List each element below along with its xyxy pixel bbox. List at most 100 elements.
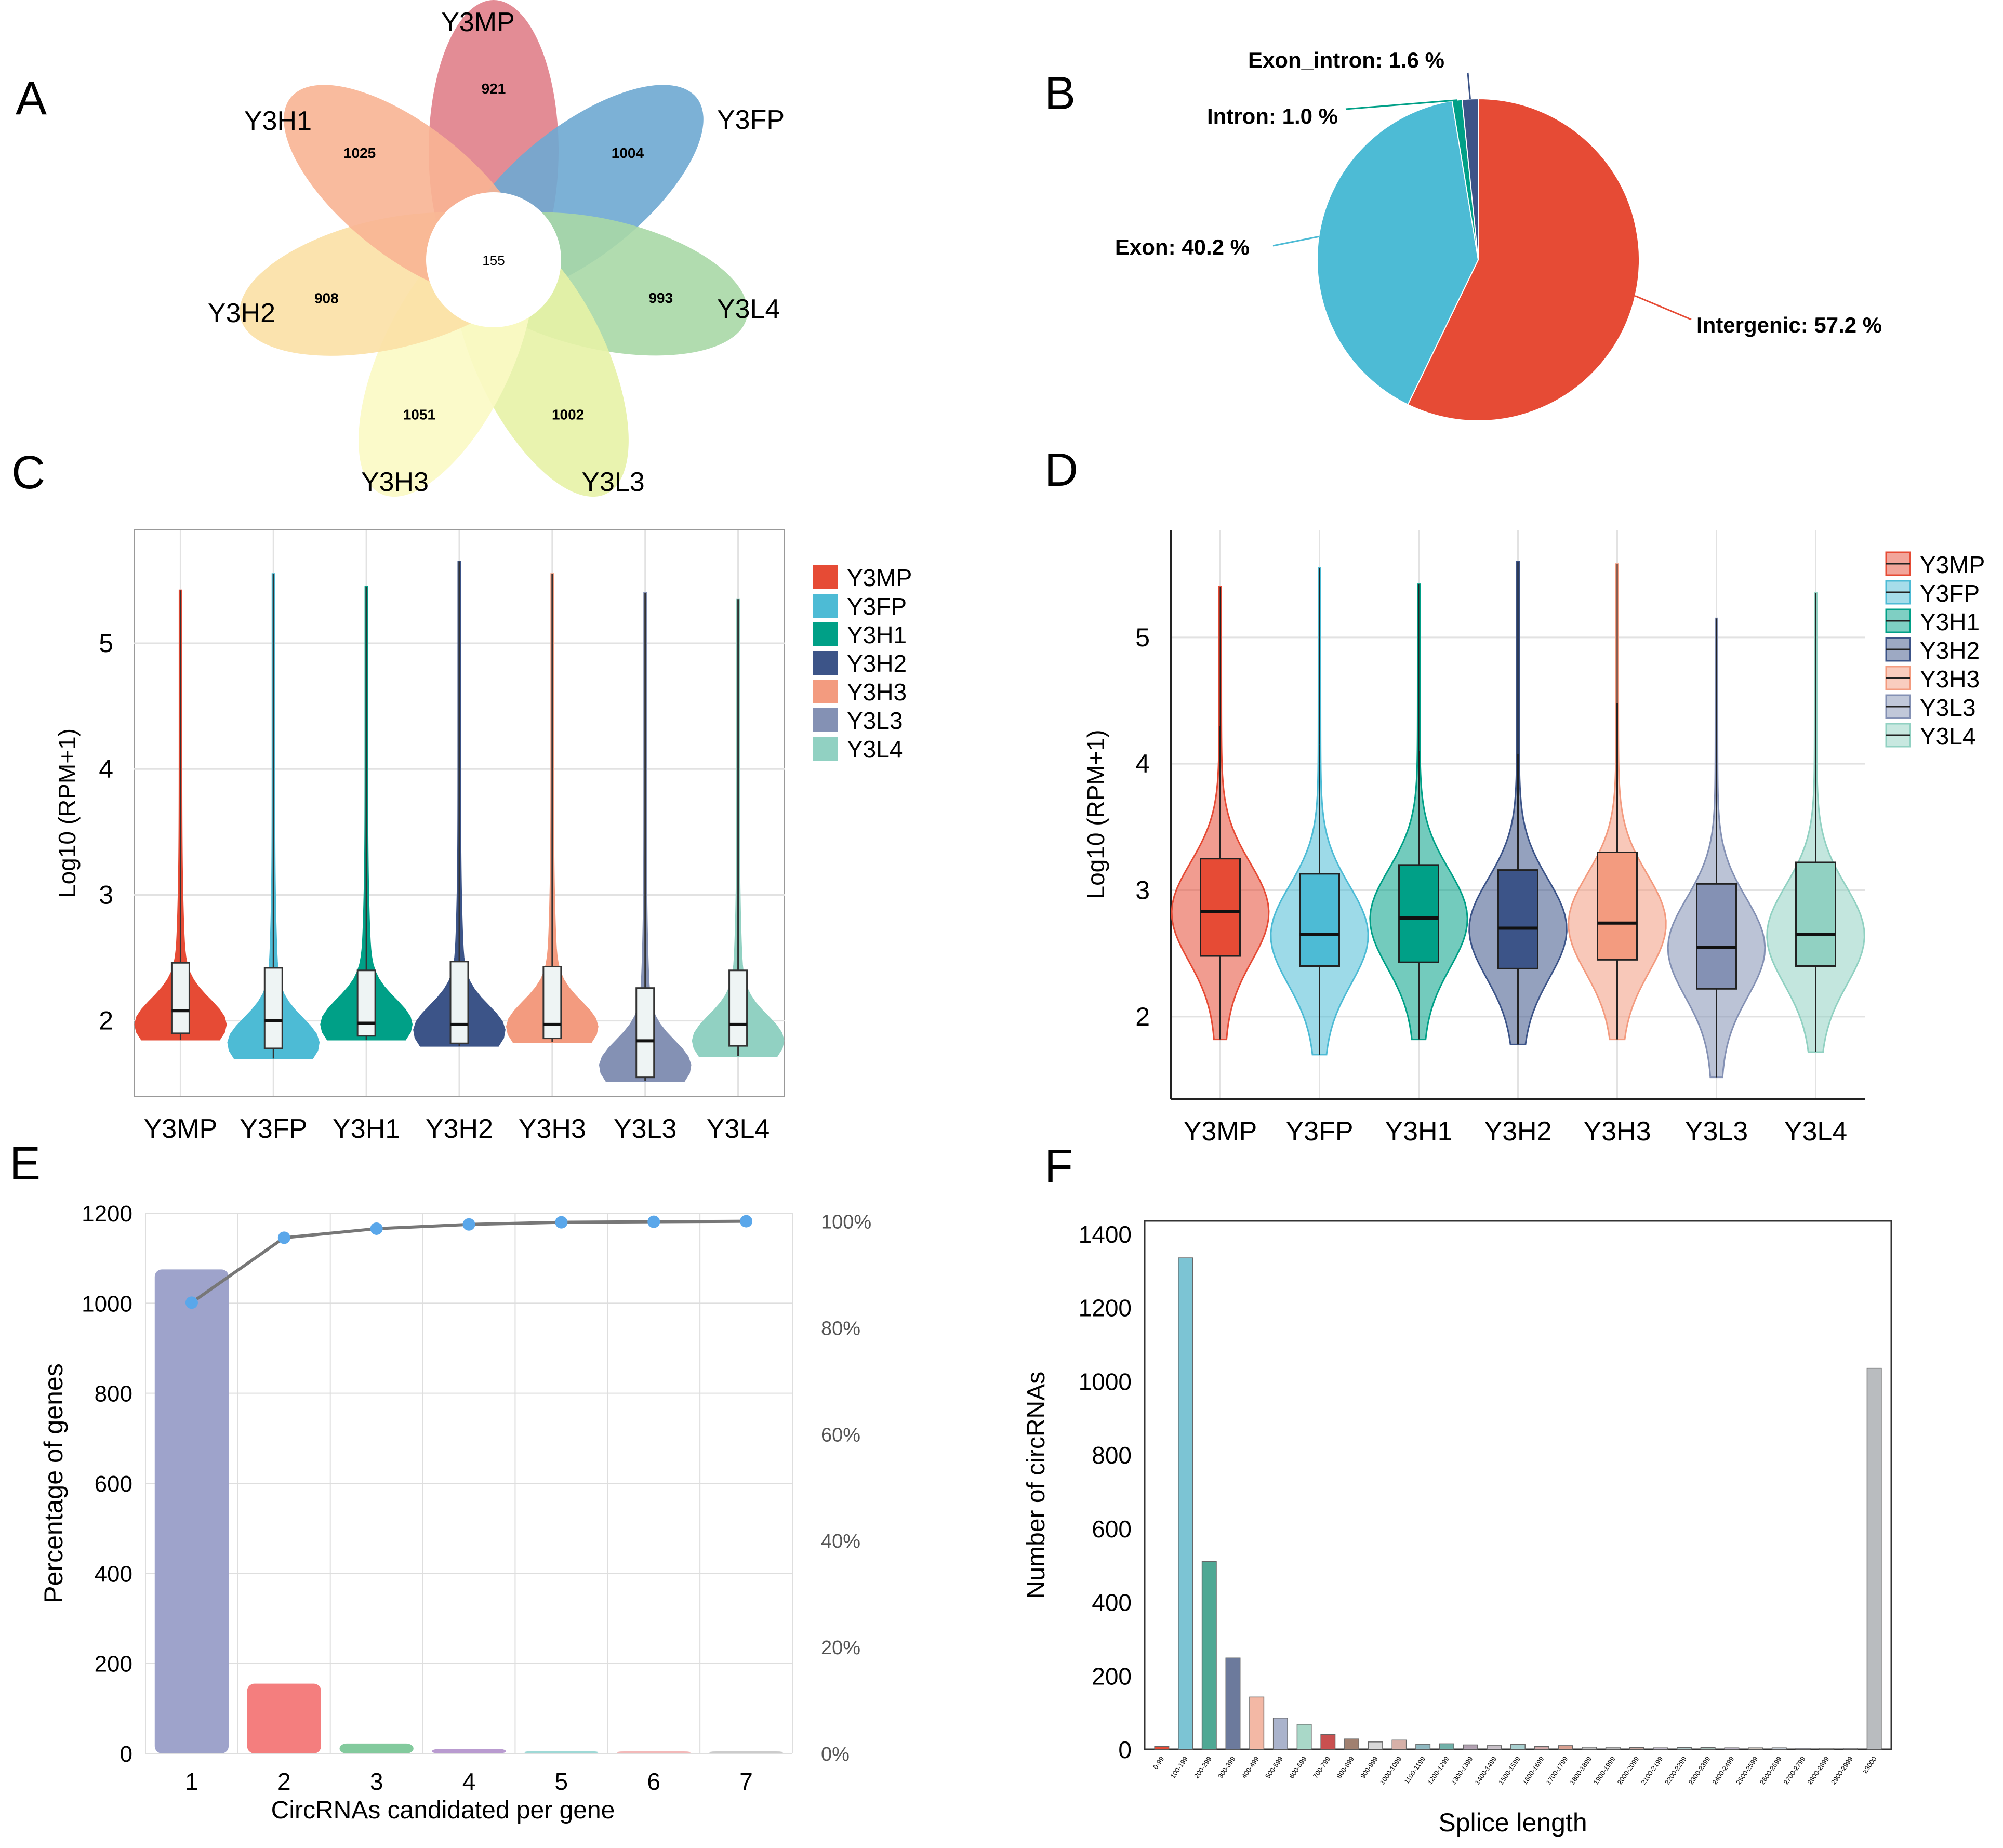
bar — [1296, 1724, 1312, 1750]
bar — [1249, 1696, 1265, 1750]
box-y3h3 — [1597, 852, 1638, 961]
bar — [1582, 1746, 1597, 1750]
bar-3 — [339, 1743, 414, 1753]
cumulative-point — [462, 1218, 475, 1231]
y-tick-label: 1000 — [1079, 1368, 1132, 1395]
legend-swatch-y3mp — [813, 565, 838, 589]
legend-label-y3l3: Y3L3 — [1920, 694, 1975, 721]
venn-label-y3fp: Y3FP — [717, 105, 785, 135]
y-tick-label: 5 — [99, 629, 113, 658]
plot-frame — [1144, 1220, 1892, 1750]
panel-label-a: A — [16, 73, 47, 125]
box-y3h1 — [356, 969, 376, 1037]
x-tick-label: Y3L4 — [1784, 1116, 1847, 1147]
pie-label-exon: Exon: 40.2 % — [1115, 235, 1250, 259]
bar — [1463, 1744, 1478, 1750]
x-tick-label: Y3H1 — [333, 1114, 400, 1144]
box-y3l4 — [1795, 861, 1836, 967]
legend-swatch-y3h1 — [813, 622, 838, 646]
venn-label-y3l3: Y3L3 — [581, 467, 644, 497]
y-tick-label: 0 — [1118, 1736, 1132, 1763]
box-y3fp — [263, 967, 283, 1049]
pie-label-intergenic: Intergenic: 57.2 % — [1696, 313, 1882, 337]
bar-5 — [524, 1751, 599, 1753]
x-tick-label: Y3H1 — [1385, 1116, 1452, 1147]
legend-label-y3h2: Y3H2 — [1920, 637, 1980, 664]
bar — [1510, 1744, 1526, 1750]
y-tick-label: 0 — [120, 1741, 132, 1767]
legend-swatch-y3h3 — [813, 680, 838, 703]
bar — [1842, 1748, 1858, 1750]
bar — [1154, 1746, 1170, 1750]
bar — [1724, 1747, 1740, 1750]
panel-label-b: B — [1044, 68, 1076, 119]
y-tick-label: 1000 — [82, 1291, 132, 1317]
y2-tick-label: 80% — [821, 1318, 860, 1339]
x-tick-label: Y3FP — [1285, 1116, 1353, 1147]
venn-label-y3h2: Y3H2 — [208, 298, 275, 328]
venn-value-y3h3: 1051 — [403, 406, 435, 422]
cumulative-point — [370, 1222, 383, 1235]
legend-swatch-y3l4 — [813, 737, 838, 761]
bar — [1391, 1739, 1407, 1750]
box-y3h2 — [449, 961, 469, 1044]
bar — [1344, 1738, 1359, 1750]
bar — [1415, 1744, 1431, 1750]
venn-label-y3l4: Y3L4 — [717, 294, 780, 324]
bar — [1272, 1718, 1288, 1750]
bar — [1487, 1745, 1502, 1750]
y-tick-label: 200 — [1092, 1663, 1132, 1690]
box-y3h2 — [1497, 869, 1538, 969]
legend-label-y3l3: Y3L3 — [847, 707, 903, 734]
bar — [1700, 1747, 1716, 1750]
bar — [1225, 1657, 1241, 1750]
bar — [1771, 1747, 1787, 1750]
venn-value-y3l4: 993 — [648, 290, 673, 306]
venn-value-y3h2: 908 — [314, 290, 339, 307]
x-tick-label: Y3H3 — [1583, 1116, 1651, 1147]
box-y3mp — [170, 962, 190, 1034]
legend-label-y3h3: Y3H3 — [847, 679, 907, 706]
box-y3l3 — [1696, 883, 1737, 990]
x-tick-label: 7 — [739, 1768, 753, 1795]
panel-label-e: E — [9, 1138, 41, 1190]
venn-flower-chart: 155 921 Y3MP 1004 Y3FP 993 Y3L4 1002 Y3L3 1051 Y3H… — [208, 0, 785, 497]
bar — [1558, 1745, 1573, 1750]
panel-label-c: C — [11, 447, 45, 499]
cumulative-point — [740, 1215, 753, 1228]
box-y3fp — [1299, 873, 1340, 967]
y-tick-label: 1200 — [1079, 1295, 1132, 1322]
legend-label-y3l4: Y3L4 — [847, 736, 903, 763]
box-y3h1 — [1398, 864, 1439, 963]
pie-chart: Intergenic: 57.2 % Exon: 40.2 % Intron: 1.… — [1115, 48, 1882, 421]
x-tick-label: Y3H3 — [519, 1114, 586, 1144]
cumulative-point — [185, 1296, 198, 1309]
venn-label-y3h1: Y3H1 — [244, 106, 312, 136]
cumulative-point — [555, 1216, 568, 1229]
bar — [1201, 1561, 1217, 1750]
box-y3l3 — [635, 987, 655, 1079]
cumulative-point — [647, 1215, 660, 1228]
panel-label-d: D — [1044, 444, 1078, 496]
y-tick-label: 4 — [99, 754, 113, 783]
y-tick-label: 600 — [1092, 1515, 1132, 1543]
y-tick-label: 1400 — [1079, 1221, 1132, 1248]
y-tick-label: 4 — [1135, 749, 1150, 778]
bar — [1605, 1746, 1621, 1750]
bar — [1320, 1734, 1336, 1750]
bar-6 — [617, 1751, 691, 1753]
bar — [1178, 1257, 1193, 1750]
legend-label-y3fp: Y3FP — [1920, 580, 1980, 607]
bar — [1439, 1743, 1454, 1750]
y2-tick-label: 20% — [821, 1637, 860, 1659]
bar — [1795, 1748, 1811, 1750]
y-tick-label: 2 — [1135, 1002, 1150, 1031]
pie-label-exon-intron: Exon_intron: 1.6 % — [1248, 48, 1444, 72]
bar — [1653, 1747, 1668, 1750]
venn-center — [426, 192, 561, 327]
venn-value-y3l3: 1002 — [552, 406, 584, 422]
pie-leader-intron — [1345, 99, 1457, 110]
y-tick-label: 5 — [1135, 623, 1150, 652]
